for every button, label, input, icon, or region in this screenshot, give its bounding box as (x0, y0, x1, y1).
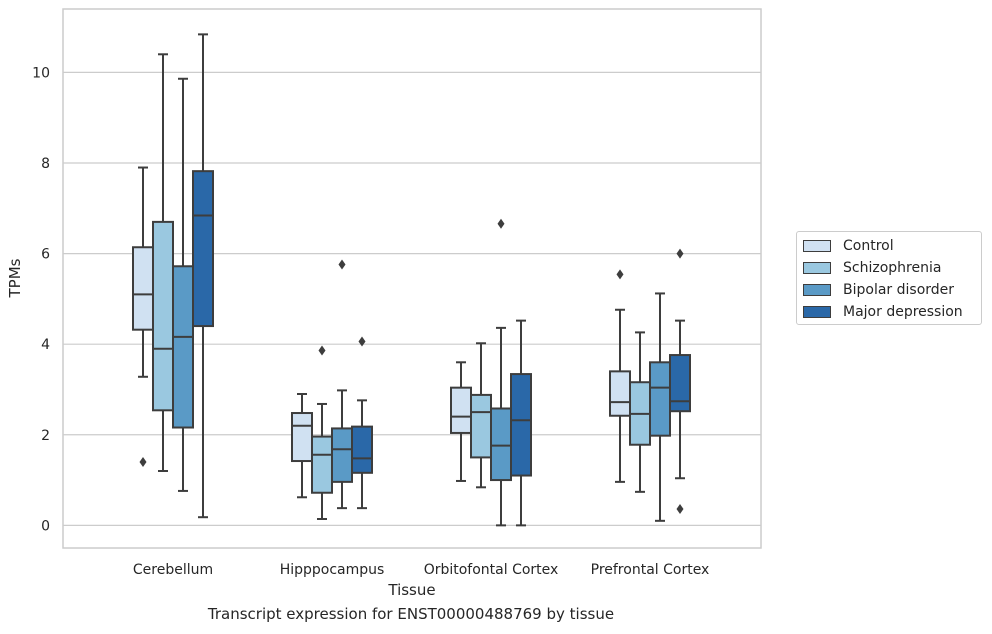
plot-area-frame (62, 8, 762, 549)
legend-swatch-schizophrenia (803, 262, 831, 274)
legend-item-control: Control (803, 237, 894, 255)
x-tick-label: Prefrontal Cortex (591, 562, 710, 578)
y-tick-label: 6 (41, 247, 50, 263)
box-iqr (192, 170, 214, 328)
box-iqr (132, 246, 154, 331)
x-tick-label: Hipppocampus (280, 562, 385, 578)
box-iqr (152, 220, 174, 412)
outlier-point (338, 259, 346, 270)
box-iqr (470, 393, 492, 459)
y-tick-label: 8 (41, 156, 50, 172)
outlier-point (676, 248, 684, 259)
outlier-point (616, 269, 624, 280)
outlier-point (497, 218, 505, 229)
figure-caption: Transcript expression for ENST0000048876… (207, 605, 615, 623)
legend-label-major-depression: Major depression (843, 304, 963, 320)
y-tick-labels: 0 2 4 6 8 10 (32, 65, 50, 534)
box-group (132, 33, 214, 519)
legend: Control Schizophrenia Bipolar disorder M… (796, 231, 982, 325)
legend-swatch-major-depression (803, 306, 831, 318)
box-iqr (351, 425, 373, 474)
box-iqr (649, 361, 671, 437)
x-tick-label: Orbitofontal Cortex (424, 562, 559, 578)
box-group (609, 248, 691, 522)
box-group (291, 259, 373, 521)
box-iqr (311, 435, 333, 494)
box-iqr (172, 265, 194, 429)
y-tick-label: 4 (41, 337, 50, 353)
x-tick-labels: Cerebellum Hipppocampus Orbitofontal Corte… (133, 562, 709, 578)
outlier-point (676, 504, 684, 515)
legend-swatch-bipolar-disorder (803, 284, 831, 296)
legend-label-control: Control (843, 238, 894, 254)
y-tick-label: 2 (41, 428, 50, 444)
legend-item-major-depression: Major depression (803, 303, 963, 321)
legend-label-bipolar-disorder: Bipolar disorder (843, 282, 955, 298)
y-tick-label: 0 (41, 518, 50, 534)
box-iqr (450, 386, 472, 434)
box-iqr (490, 407, 512, 482)
legend-label-schizophrenia: Schizophrenia (843, 260, 942, 276)
legend-item-bipolar-disorder: Bipolar disorder (803, 281, 954, 299)
box-iqr (669, 354, 691, 413)
box-group (450, 218, 532, 527)
x-axis-label: Tissue (387, 581, 435, 599)
legend-item-schizophrenia: Schizophrenia (803, 259, 941, 277)
box-iqr (291, 412, 313, 463)
y-axis-label: TPMs (6, 258, 24, 298)
y-tick-label: 10 (32, 65, 50, 81)
box-iqr (609, 370, 631, 417)
outlier-point (139, 456, 147, 467)
box-iqr (331, 427, 353, 483)
x-tick-label: Cerebellum (133, 562, 213, 578)
outlier-point (358, 336, 366, 347)
legend-swatch-control (803, 240, 831, 252)
outlier-point (318, 345, 326, 356)
box-iqr (510, 373, 532, 477)
box-groups (132, 33, 691, 527)
